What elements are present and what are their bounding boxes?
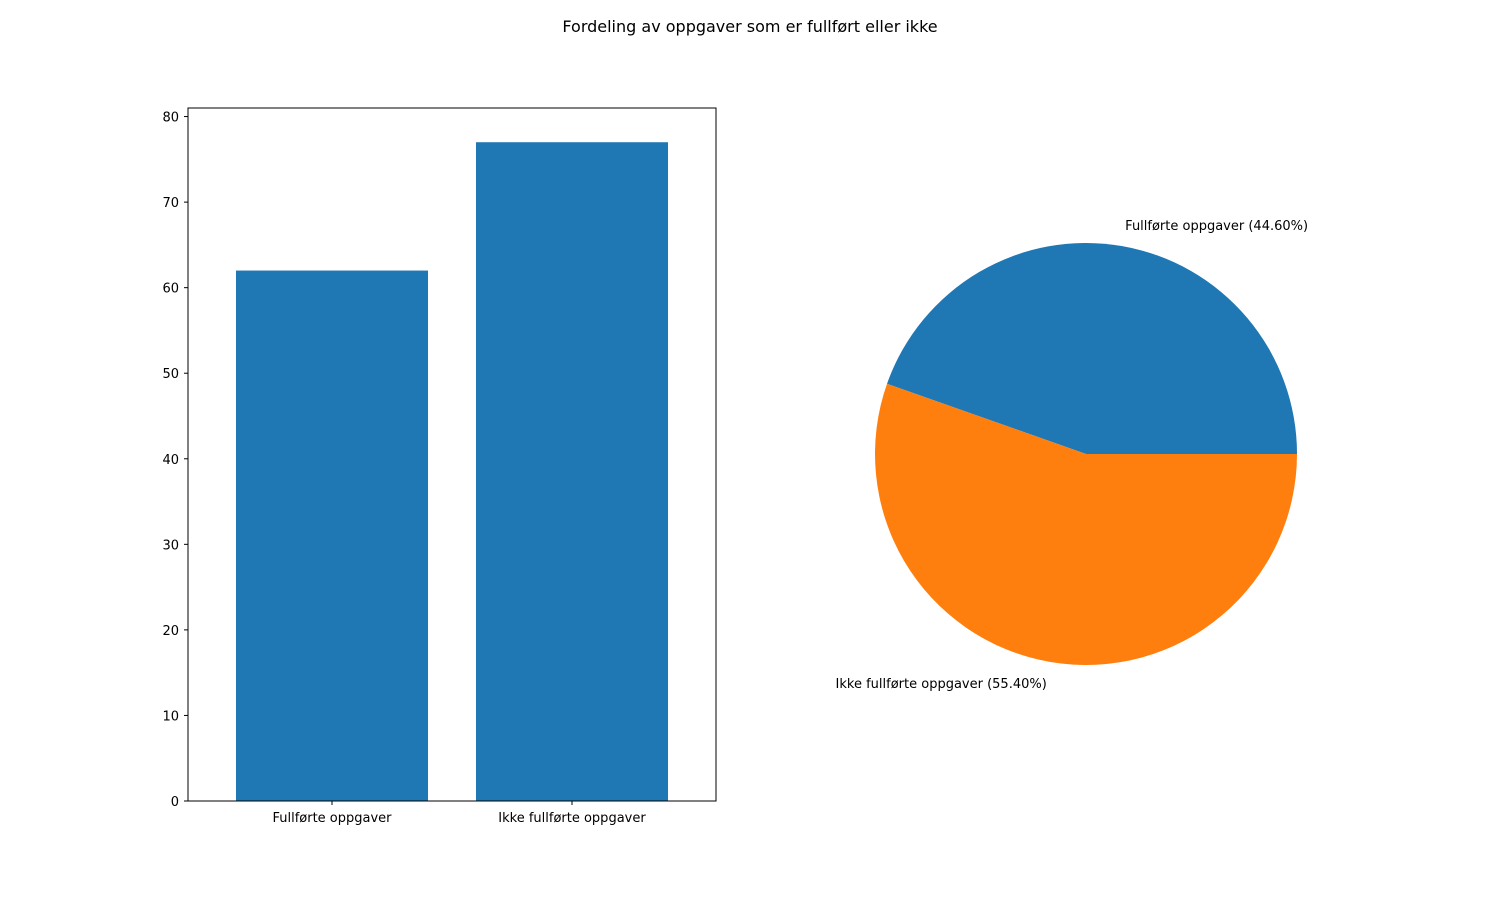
bar-chart: 0 10 20 30 40 50 60 70 80 Fullførte oppgaver Ikke… — [162, 107, 717, 826]
pie-label-1: Ikke fullførte oppgaver (55.40%) — [836, 677, 1047, 692]
pie-slice-0 — [887, 242, 1297, 454]
y-tick-label-1: 10 — [162, 709, 179, 724]
y-axis: 0 10 20 30 40 50 60 70 80 — [162, 111, 188, 810]
y-tick-label-6: 60 — [162, 282, 179, 297]
y-tick-label-5: 50 — [162, 367, 179, 382]
plot-frame — [187, 107, 717, 802]
y-tick-label-2: 20 — [162, 624, 179, 639]
bar-1 — [476, 142, 668, 801]
bar-series — [236, 142, 668, 801]
y-tick-label-7: 70 — [162, 196, 179, 211]
y-tick-label-8: 80 — [162, 111, 179, 126]
x-tick-label-1: Ikke fullførte oppgaver — [498, 811, 646, 826]
pie-labels: Fullførte oppgaver (44.60%) Ikke fullført… — [836, 219, 1309, 692]
pie-label-0: Fullførte oppgaver (44.60%) — [1125, 219, 1308, 234]
figure-title: Fordeling av oppgaver som er fullført el… — [562, 17, 937, 36]
bar-0 — [236, 270, 428, 801]
x-axis: Fullførte oppgaver Ikke fullførte oppgave… — [272, 801, 646, 826]
y-tick-label-4: 40 — [162, 453, 179, 468]
pie-slice-1 — [875, 383, 1298, 665]
x-tick-label-0: Fullførte oppgaver — [272, 811, 392, 826]
pie-chart: Fullførte oppgaver (44.60%) Ikke fullført… — [836, 219, 1309, 692]
pie-slices — [875, 242, 1298, 665]
y-tick-label-0: 0 — [171, 795, 179, 810]
y-tick-label-3: 30 — [162, 538, 179, 553]
